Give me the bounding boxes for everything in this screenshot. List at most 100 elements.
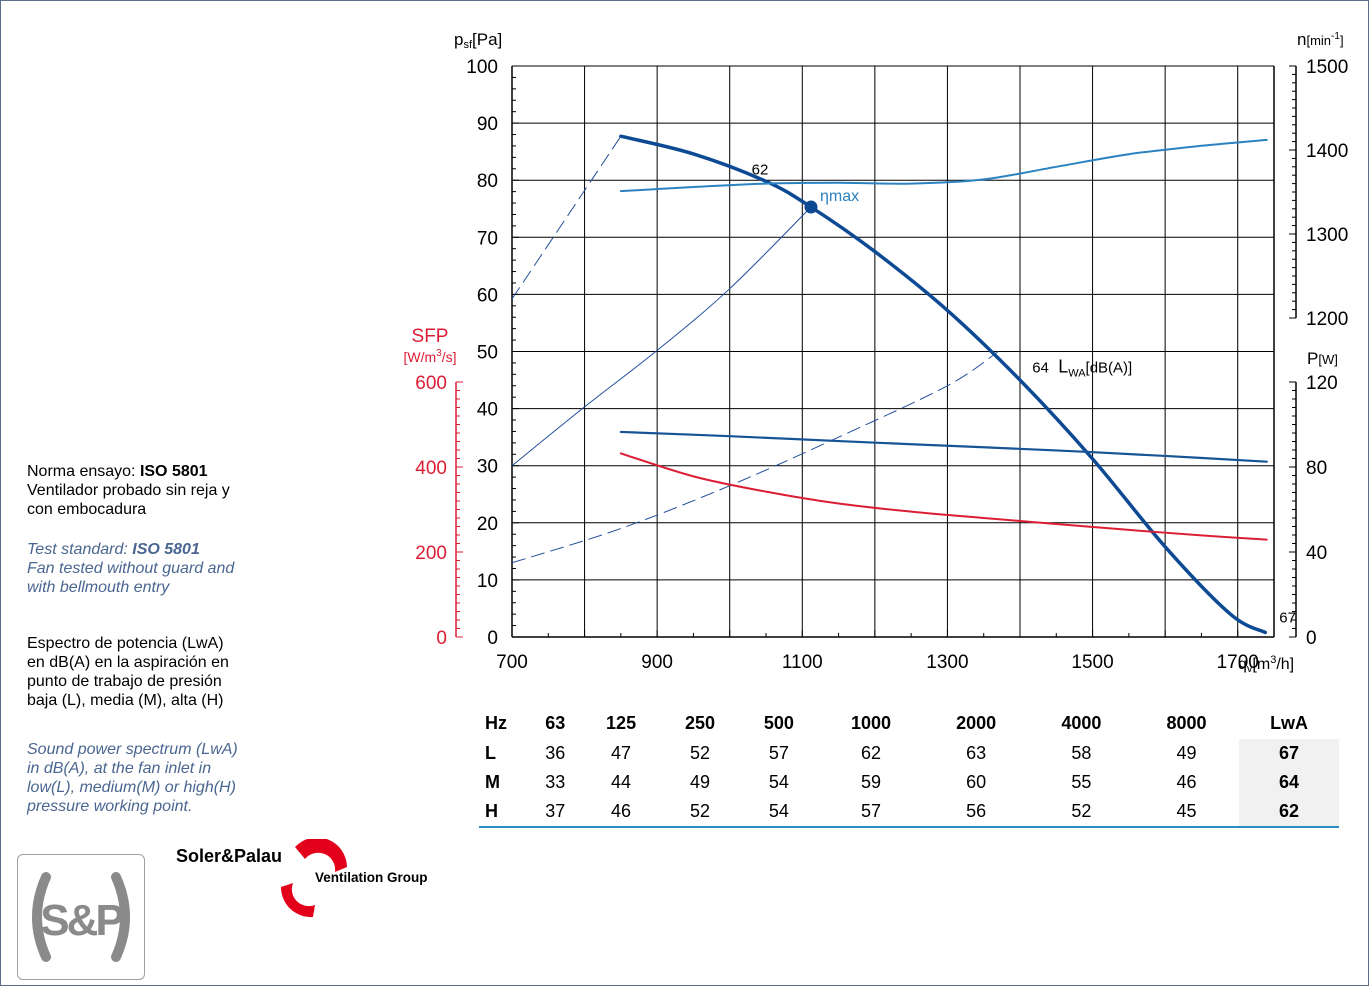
- eta-max-label: ηmax: [820, 188, 859, 205]
- spectrum-cell: 49: [689, 772, 710, 792]
- brand-subtitle: Ventilation Group: [315, 870, 428, 885]
- flow-tick-label: 1100: [782, 652, 823, 673]
- standard-note-en: Test standard: ISO 5801 Fan tested witho…: [27, 540, 234, 597]
- spectrum-cell: 52: [660, 797, 740, 828]
- spectrum-cell: 57: [818, 797, 924, 828]
- spectrum-line-es: punto de trabajo de presión: [27, 673, 222, 690]
- speed-tick-label: 1300: [1306, 225, 1348, 246]
- power-tick-label: 0: [1306, 628, 1317, 649]
- sfp-axis-label: SFP: [412, 326, 449, 347]
- spectrum-cell: 37: [529, 797, 582, 828]
- lwa-label-64: 64: [1032, 360, 1049, 377]
- spectrum-cell: 63: [966, 743, 987, 763]
- spectrum-cell: 47: [611, 743, 632, 763]
- flow-tick-label: 1300: [926, 652, 968, 673]
- spectrum-cell: 49: [1176, 743, 1197, 763]
- spectrum-cell: 58: [1071, 743, 1092, 763]
- lwa-unit-label: LWA[dB(A)]: [1058, 357, 1132, 380]
- lwa-label-67: 67: [1279, 609, 1296, 626]
- speed-axis-label: n[min-1]: [1297, 30, 1344, 49]
- spectrum-cell: 54: [768, 772, 789, 792]
- pressure-tick-label: 10: [477, 571, 498, 592]
- standard-value-en: ISO 5801: [132, 541, 200, 558]
- sp-logo: S&P: [17, 854, 145, 980]
- pressure-tick-label: 20: [477, 514, 498, 535]
- flow-tick-label: 1700: [1217, 652, 1259, 673]
- system-curve: [511, 135, 622, 300]
- power-curve: [619, 430, 1268, 463]
- brand-swoosh-icon: [280, 839, 347, 918]
- logo-text: S&P: [40, 896, 123, 945]
- spectrum-header-cell: Hz: [485, 712, 507, 733]
- spectrum-row: L 36 47 52 57 62 63 58 49 67: [479, 739, 1339, 768]
- spectrum-header-cell: 500: [763, 712, 794, 733]
- sound-spectrum-table: Hz 63 125 250 500 1000 2000 4000 8000 LwA L 36 47 52…: [479, 707, 1339, 828]
- test-line2-es: con embocadura: [27, 501, 147, 518]
- speed-tick-label: 1500: [1306, 57, 1348, 78]
- spectrum-cell: 55: [1071, 772, 1092, 792]
- fan-performance-chart: 0 10 20 30 40 50 60 70 80 90 100 700 900 1100 1300 1500…: [404, 30, 1349, 675]
- pressure-tick-label: 30: [477, 457, 498, 478]
- spectrum-header-row: Hz 63 125 250 500 1000 2000 4000 8000 LwA: [479, 707, 1339, 739]
- spectrum-note-en: Sound power spectrum (LwA) in dB(A), at …: [27, 740, 238, 816]
- standard-label-en: Test standard:: [27, 541, 133, 558]
- pressure-tick-label: 50: [477, 343, 498, 364]
- spectrum-cell: 59: [860, 772, 881, 792]
- spectrum-cell: 57: [768, 743, 789, 763]
- test-line1-es: Ventilador probado sin reja y: [27, 482, 230, 499]
- spectrum-header-cell: 2000: [956, 712, 997, 733]
- pressure-curve: [619, 134, 1268, 635]
- spectrum-cell: 33: [545, 772, 566, 792]
- power-tick-label: 80: [1306, 458, 1327, 479]
- pressure-tick-label: 70: [477, 228, 498, 249]
- spectrum-header-cell: LwA: [1270, 712, 1309, 733]
- eta-max-point: [804, 200, 818, 214]
- test-line2-en: with bellmouth entry: [27, 579, 170, 596]
- flow-tick-label: 700: [496, 652, 528, 673]
- spectrum-header-cell: 250: [684, 712, 716, 733]
- pressure-tick-label: 100: [466, 57, 498, 78]
- spectrum-lwa-cell: 62: [1239, 797, 1339, 828]
- speed-curve: [619, 138, 1268, 193]
- spectrum-cell: 44: [611, 772, 632, 792]
- speed-tick-label: 1400: [1306, 141, 1348, 162]
- sfp-tick-label: 200: [415, 543, 447, 564]
- standard-value-es: ISO 5801: [139, 463, 208, 480]
- spectrum-cell: 45: [1133, 797, 1240, 828]
- sfp-tick-label: 400: [415, 458, 447, 479]
- power-tick-label: 120: [1306, 373, 1338, 394]
- spectrum-line-en: low(L), medium(M) or high(H): [27, 779, 236, 796]
- spectrum-cell: 52: [689, 743, 710, 763]
- pressure-tick-label: 90: [477, 114, 498, 135]
- system-curve: [511, 206, 812, 467]
- sfp-axis-unit: [W/m3/s]: [404, 348, 457, 365]
- flow-tick-label: 900: [641, 652, 673, 673]
- system-curve: [511, 351, 999, 564]
- spectrum-cell: 54: [739, 797, 819, 828]
- sfp-tick-label: 0: [436, 628, 447, 649]
- spectrum-cell: L: [485, 743, 496, 763]
- spectrum-line-en: in dB(A), at the fan inlet in: [27, 760, 212, 777]
- spectrum-row: M 33 44 49 54 59 60 55 46 64: [479, 768, 1339, 797]
- speed-tick-label: 1200: [1306, 309, 1348, 330]
- spectrum-header-cell: 125: [606, 712, 637, 733]
- sfp-tick-label: 600: [415, 373, 447, 394]
- spectrum-row: H 37 46 52 54 57 56 52 45 62: [479, 797, 1339, 828]
- spectrum-lwa-cell: 67: [1239, 739, 1339, 768]
- flow-axis-label: qv[m3/h]: [1238, 654, 1294, 675]
- brand-name: Soler&Palau: [176, 846, 283, 866]
- spectrum-cell: 52: [1028, 797, 1134, 828]
- spectrum-line-es: baja (L), media (M), alta (H): [27, 692, 224, 709]
- spectrum-cell: 36: [545, 743, 566, 763]
- spectrum-note-es: Espectro de potencia (LwA) en dB(A) en l…: [27, 634, 229, 710]
- pressure-tick-label: 40: [477, 400, 498, 421]
- pressure-tick-label: 0: [487, 628, 498, 649]
- spectrum-cell: 46: [581, 797, 661, 828]
- spectrum-cell: 62: [860, 743, 881, 763]
- pressure-axis-label: psf[Pa]: [454, 30, 502, 51]
- pressure-tick-label: 80: [477, 171, 498, 192]
- spectrum-header-cell: 4000: [1061, 712, 1102, 733]
- spectrum-header-cell: 8000: [1166, 712, 1207, 733]
- test-line1-en: Fan tested without guard and: [27, 560, 235, 577]
